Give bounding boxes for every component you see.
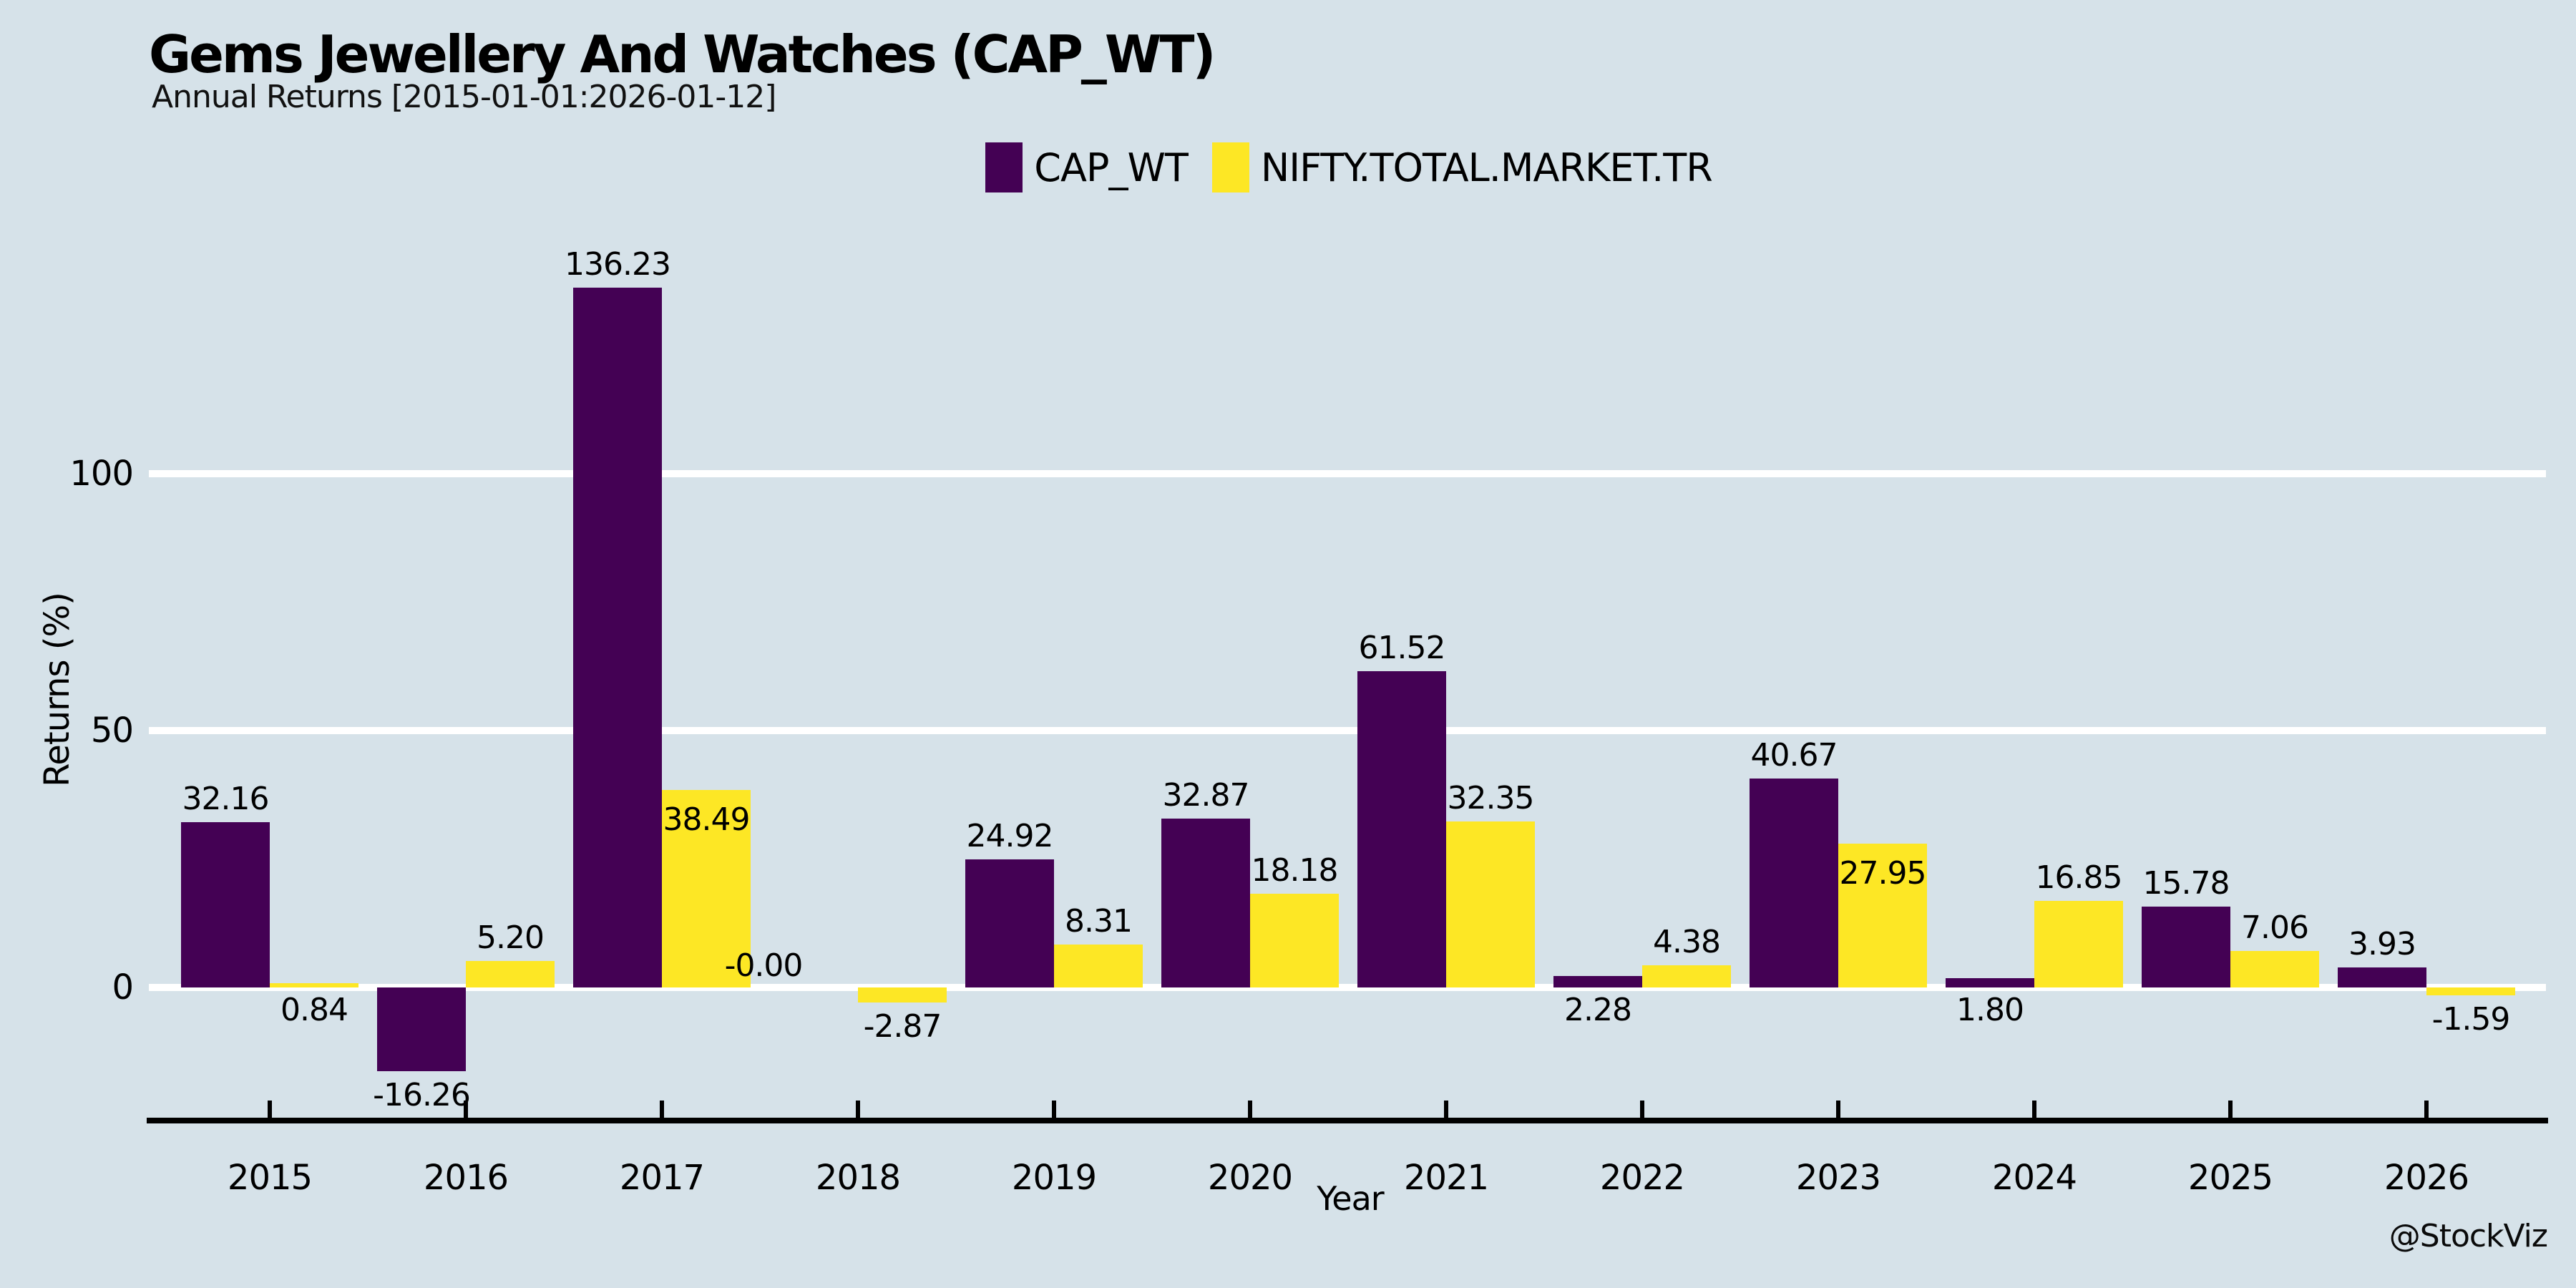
x-axis-tick-2022 [1640, 1101, 1644, 1118]
x-tick-label-2024: 2024 [1991, 1158, 2077, 1198]
bar-cap-wt-2015 [181, 822, 270, 987]
value-label-nifty-2024: 16.85 [2035, 859, 2123, 897]
x-axis-tick-2023 [1836, 1101, 1840, 1118]
value-label-cap-wt-2020: 32.87 [1162, 776, 1250, 814]
bar-cap-wt-2026 [2338, 967, 2426, 987]
bar-cap-wt-2024 [1946, 978, 2034, 987]
x-tick-label-2021: 2021 [1403, 1158, 1489, 1198]
y-tick-label-50: 50 [90, 711, 134, 751]
value-label-nifty-2017: 38.49 [663, 801, 751, 838]
value-label-nifty-2021: 32.35 [1447, 779, 1535, 816]
x-axis-tick-2017 [660, 1101, 664, 1118]
value-label-cap-wt-2022: 2.28 [1564, 992, 1632, 1028]
value-label-cap-wt-2015: 32.16 [182, 781, 270, 818]
bar-nifty-2025 [2230, 951, 2319, 987]
bar-cap-wt-2022 [1553, 975, 1642, 987]
gridline-0 [149, 984, 2546, 991]
bar-cap-wt-2023 [1750, 778, 1838, 987]
legend-item-nifty: NIFTY.TOTAL.MARKET.TR [1211, 142, 1713, 192]
bar-nifty-2017 [662, 789, 751, 987]
x-axis-tick-2015 [268, 1101, 272, 1118]
value-label-cap-wt-2021: 61.52 [1358, 630, 1446, 667]
bar-cap-wt-2021 [1357, 671, 1446, 987]
gridline-50 [149, 727, 2546, 734]
x-tick-label-2022: 2022 [1599, 1158, 1685, 1198]
x-tick-label-2017: 2017 [619, 1158, 705, 1198]
bar-nifty-2023 [1838, 844, 1927, 987]
value-label-cap-wt-2025: 15.78 [2142, 864, 2230, 902]
x-tick-label-2023: 2023 [1795, 1158, 1881, 1198]
value-label-nifty-2015: 0.84 [280, 992, 348, 1028]
bar-nifty-2020 [1250, 894, 1339, 987]
x-axis-title: Year [1317, 1179, 1384, 1218]
bar-nifty-2019 [1054, 945, 1143, 987]
value-label-nifty-2023: 27.95 [1839, 855, 1927, 892]
bar-cap-wt-2019 [965, 859, 1054, 987]
y-tick-label-100: 100 [69, 454, 134, 494]
x-axis-tick-2020 [1248, 1101, 1252, 1118]
x-axis-line [147, 1118, 2548, 1123]
x-axis-tick-2016 [464, 1101, 468, 1118]
x-axis-tick-2024 [2032, 1101, 2036, 1118]
bar-nifty-2021 [1446, 821, 1535, 987]
value-label-cap-wt-2018: -0.00 [724, 947, 804, 984]
x-tick-label-2025: 2025 [2187, 1158, 2273, 1198]
value-label-cap-wt-2017: 136.23 [565, 245, 671, 283]
value-label-cap-wt-2016: -16.26 [373, 1076, 471, 1113]
x-axis-tick-2026 [2424, 1101, 2429, 1118]
watermark: @StockViz [2389, 1218, 2548, 1254]
value-label-nifty-2025: 7.06 [2241, 909, 2309, 947]
x-tick-label-2026: 2026 [2384, 1158, 2469, 1198]
nifty-swatch-icon [1211, 142, 1249, 192]
value-label-nifty-2020: 18.18 [1251, 852, 1339, 889]
value-label-nifty-2016: 5.20 [477, 919, 545, 956]
legend-label-nifty: NIFTY.TOTAL.MARKET.TR [1260, 145, 1713, 190]
value-label-nifty-2022: 4.38 [1653, 923, 1721, 960]
x-tick-label-2016: 2016 [423, 1158, 509, 1198]
value-label-nifty-2018: -2.87 [863, 1008, 942, 1045]
legend: CAP_WT NIFTY.TOTAL.MARKET.TR [150, 137, 2547, 197]
bar-nifty-2015 [270, 982, 358, 987]
value-label-cap-wt-2024: 1.80 [1956, 992, 2024, 1028]
bar-nifty-2022 [1642, 965, 1731, 987]
bar-nifty-2016 [466, 960, 555, 987]
bar-nifty-2026 [2426, 987, 2515, 996]
bar-cap-wt-2025 [2142, 906, 2230, 987]
x-tick-label-2020: 2020 [1207, 1158, 1293, 1198]
value-label-nifty-2019: 8.31 [1065, 903, 1133, 940]
x-axis-tick-2018 [856, 1101, 860, 1118]
value-label-cap-wt-2023: 40.67 [1750, 736, 1838, 774]
x-tick-label-2018: 2018 [815, 1158, 901, 1198]
x-tick-label-2015: 2015 [227, 1158, 313, 1198]
legend-item-cap-wt: CAP_WT [985, 142, 1189, 192]
page-title: Gems Jewellery And Watches (CAP_WT) [149, 24, 1216, 84]
chart-subtitle: Annual Returns [2015-01-01:2026-01-12] [152, 79, 776, 115]
bar-nifty-2018 [858, 987, 947, 1002]
value-label-cap-wt-2026: 3.93 [2348, 925, 2416, 962]
value-label-cap-wt-2019: 24.92 [966, 818, 1054, 855]
cap-wt-swatch-icon [985, 142, 1023, 192]
x-axis-tick-2025 [2228, 1101, 2233, 1118]
y-axis-title: Returns (%) [37, 592, 77, 787]
bar-cap-wt-2016 [377, 987, 466, 1071]
legend-label-cap-wt: CAP_WT [1034, 145, 1189, 190]
bar-cap-wt-2017 [573, 287, 662, 987]
gridline-100 [149, 470, 2546, 477]
x-axis-tick-2021 [1444, 1101, 1448, 1118]
bar-nifty-2024 [2034, 901, 2123, 987]
x-tick-label-2019: 2019 [1011, 1158, 1097, 1198]
bar-cap-wt-2020 [1161, 818, 1250, 987]
y-tick-label-0: 0 [112, 967, 134, 1008]
value-label-nifty-2026: -1.59 [2431, 1001, 2511, 1038]
x-axis-tick-2019 [1052, 1101, 1056, 1118]
